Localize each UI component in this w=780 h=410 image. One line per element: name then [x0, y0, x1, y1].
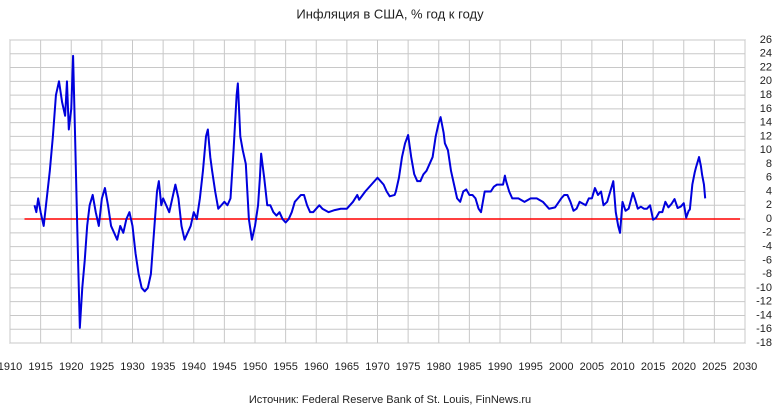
- x-tick-label: 1920: [59, 361, 83, 373]
- x-tick-label: 1910: [0, 361, 22, 373]
- x-tick-label: 1955: [273, 361, 297, 373]
- x-tick-label: 1940: [182, 361, 206, 373]
- y-tick-label: -12: [756, 296, 772, 308]
- y-tick-label: 24: [760, 48, 772, 60]
- x-tick-label: 1990: [488, 361, 512, 373]
- x-tick-label: 2025: [702, 361, 726, 373]
- x-tick-label: 1995: [518, 361, 542, 373]
- y-tick-label: 22: [760, 61, 772, 73]
- x-tick-label: 1985: [457, 361, 481, 373]
- y-tick-label: -16: [756, 323, 772, 335]
- y-tick-label: 2: [766, 199, 772, 211]
- x-tick-label: 1970: [365, 361, 389, 373]
- y-tick-label: -4: [762, 240, 772, 252]
- y-tick-label: 18: [760, 89, 772, 101]
- y-tick-label: 26: [760, 34, 772, 46]
- y-tick-label: 0: [766, 213, 772, 225]
- y-tick-label: 12: [760, 130, 772, 142]
- y-tick-label: -10: [756, 282, 772, 294]
- y-tick-label: 20: [760, 75, 772, 87]
- y-tick-label: 16: [760, 103, 772, 115]
- x-tick-label: 1915: [28, 361, 52, 373]
- x-tick-label: 2005: [580, 361, 604, 373]
- x-tick-label: 2000: [549, 361, 573, 373]
- y-tick-label: -14: [756, 309, 772, 321]
- y-tick-label: 14: [760, 117, 772, 129]
- y-tick-label: -2: [762, 227, 772, 239]
- x-tick-label: 1945: [212, 361, 236, 373]
- x-tick-label: 1960: [304, 361, 328, 373]
- x-tick-label: 1980: [427, 361, 451, 373]
- data-line: [33, 54, 707, 329]
- y-tick-label: -6: [762, 254, 772, 266]
- x-tick-label: 2015: [641, 361, 665, 373]
- y-tick-label: 4: [766, 185, 772, 197]
- y-tick-label: 10: [760, 144, 772, 156]
- y-tick-label: 8: [766, 158, 772, 170]
- x-tick-label: 1965: [335, 361, 359, 373]
- y-tick-label: 6: [766, 172, 772, 184]
- x-tick-label: 1950: [243, 361, 267, 373]
- y-tick-label: -18: [756, 337, 772, 349]
- y-tick-label: -8: [762, 268, 772, 280]
- x-tick-label: 2020: [672, 361, 696, 373]
- source-note: Источник: Federal Reserve Bank of St. Lo…: [249, 394, 531, 406]
- x-tick-label: 1930: [120, 361, 144, 373]
- x-tick-label: 2010: [610, 361, 634, 373]
- x-tick-label: 1925: [90, 361, 114, 373]
- x-tick-label: 2030: [733, 361, 757, 373]
- chart-title: Инфляция в США, % год к году: [296, 6, 484, 21]
- x-tick-label: 1935: [151, 361, 175, 373]
- x-tick-label: 1975: [396, 361, 420, 373]
